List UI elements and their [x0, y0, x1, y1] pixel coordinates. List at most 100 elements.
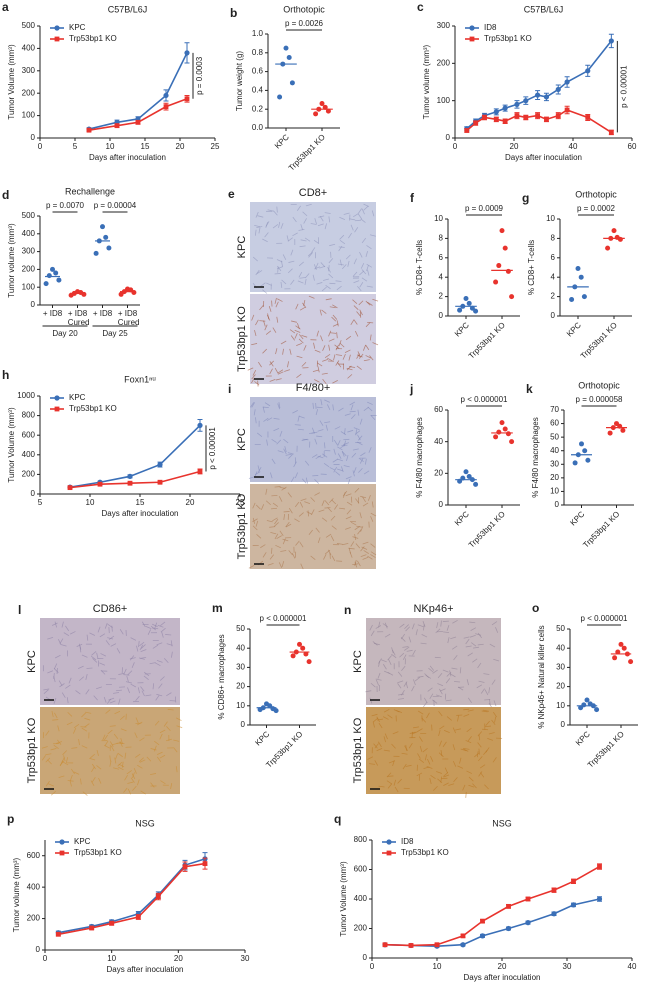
y-axis-label: % CD8+ T-cells	[527, 240, 536, 295]
legend-marker	[469, 36, 475, 42]
fiber	[347, 478, 351, 485]
fiber	[328, 338, 335, 342]
fiber	[315, 262, 319, 269]
point	[55, 931, 61, 937]
texture	[247, 295, 379, 387]
point	[514, 101, 520, 107]
fiber	[349, 366, 356, 368]
fiber	[280, 340, 287, 345]
fiber	[348, 232, 352, 239]
fiber	[296, 322, 300, 329]
fiber	[478, 756, 483, 762]
point	[594, 707, 600, 713]
fiber	[277, 265, 282, 272]
fiber	[51, 710, 54, 718]
fiber	[254, 471, 261, 475]
fiber	[367, 301, 373, 306]
fiber	[483, 673, 490, 675]
fiber	[386, 780, 393, 785]
y-tick-label: 100	[437, 96, 451, 105]
fiber	[346, 455, 349, 462]
fiber	[423, 624, 425, 631]
fiber	[117, 752, 123, 758]
fiber	[114, 710, 121, 715]
fiber	[384, 633, 391, 638]
fiber	[472, 658, 478, 663]
fiber	[470, 627, 477, 631]
point	[257, 707, 263, 713]
fiber	[383, 736, 386, 743]
point	[473, 481, 479, 487]
fiber	[300, 563, 304, 570]
fiber	[75, 690, 81, 695]
fiber	[357, 208, 362, 214]
point	[572, 460, 578, 466]
fiber	[488, 687, 490, 694]
fiber	[324, 549, 331, 555]
fiber	[110, 643, 117, 647]
y-tick-label: 800	[22, 411, 36, 420]
fiber	[167, 708, 174, 711]
fiber	[384, 622, 388, 629]
point	[163, 104, 169, 110]
fiber	[349, 401, 356, 406]
legend-marker	[59, 839, 65, 845]
y-tick-label: 40	[556, 643, 565, 652]
fiber	[154, 740, 160, 746]
fiber	[279, 430, 283, 437]
fiber	[262, 406, 265, 413]
fiber	[275, 348, 278, 355]
fiber	[176, 725, 183, 729]
y-tick-label: 30	[556, 663, 565, 672]
legend-marker	[54, 25, 60, 31]
fiber	[478, 680, 485, 683]
fiber	[467, 652, 473, 657]
fiber	[99, 662, 106, 666]
fiber	[357, 529, 362, 535]
fiber	[254, 330, 257, 337]
y-tick-label: 100	[22, 111, 36, 120]
point	[555, 113, 561, 118]
fiber	[277, 450, 284, 453]
fiber	[323, 442, 326, 449]
fiber	[349, 218, 356, 221]
point	[127, 473, 133, 479]
fiber	[375, 625, 382, 629]
image-title: F4/80+	[296, 382, 331, 394]
fiber	[358, 353, 364, 359]
fiber	[355, 543, 361, 549]
fiber	[357, 560, 361, 567]
fiber	[297, 428, 304, 431]
fiber	[353, 319, 358, 325]
point	[499, 228, 505, 234]
point	[325, 108, 331, 114]
y-tick-label: 200	[27, 914, 41, 923]
point	[100, 224, 105, 230]
fiber	[343, 212, 350, 215]
point	[93, 250, 99, 256]
fiber	[330, 332, 337, 334]
fiber	[397, 683, 402, 689]
fiber	[130, 637, 137, 641]
fiber	[57, 725, 60, 732]
fiber	[78, 739, 80, 746]
fiber	[116, 647, 121, 654]
fiber	[404, 745, 409, 751]
y-tick-label: 0.4	[252, 86, 264, 95]
fiber	[285, 521, 290, 528]
fiber	[366, 265, 369, 272]
x-tick-label: KPC	[253, 729, 271, 747]
p-value: p = 0.0070	[46, 201, 85, 210]
p-value: p = 0.0009	[465, 204, 504, 213]
fiber	[495, 627, 499, 633]
y-tick-label: 40	[236, 643, 245, 652]
fiber	[467, 697, 472, 704]
fiber	[354, 526, 360, 531]
fiber	[298, 415, 305, 419]
fiber	[354, 330, 359, 337]
fiber	[255, 269, 260, 276]
fiber	[311, 454, 318, 458]
fiber	[454, 728, 461, 731]
fiber	[393, 709, 400, 713]
fiber	[160, 780, 166, 785]
